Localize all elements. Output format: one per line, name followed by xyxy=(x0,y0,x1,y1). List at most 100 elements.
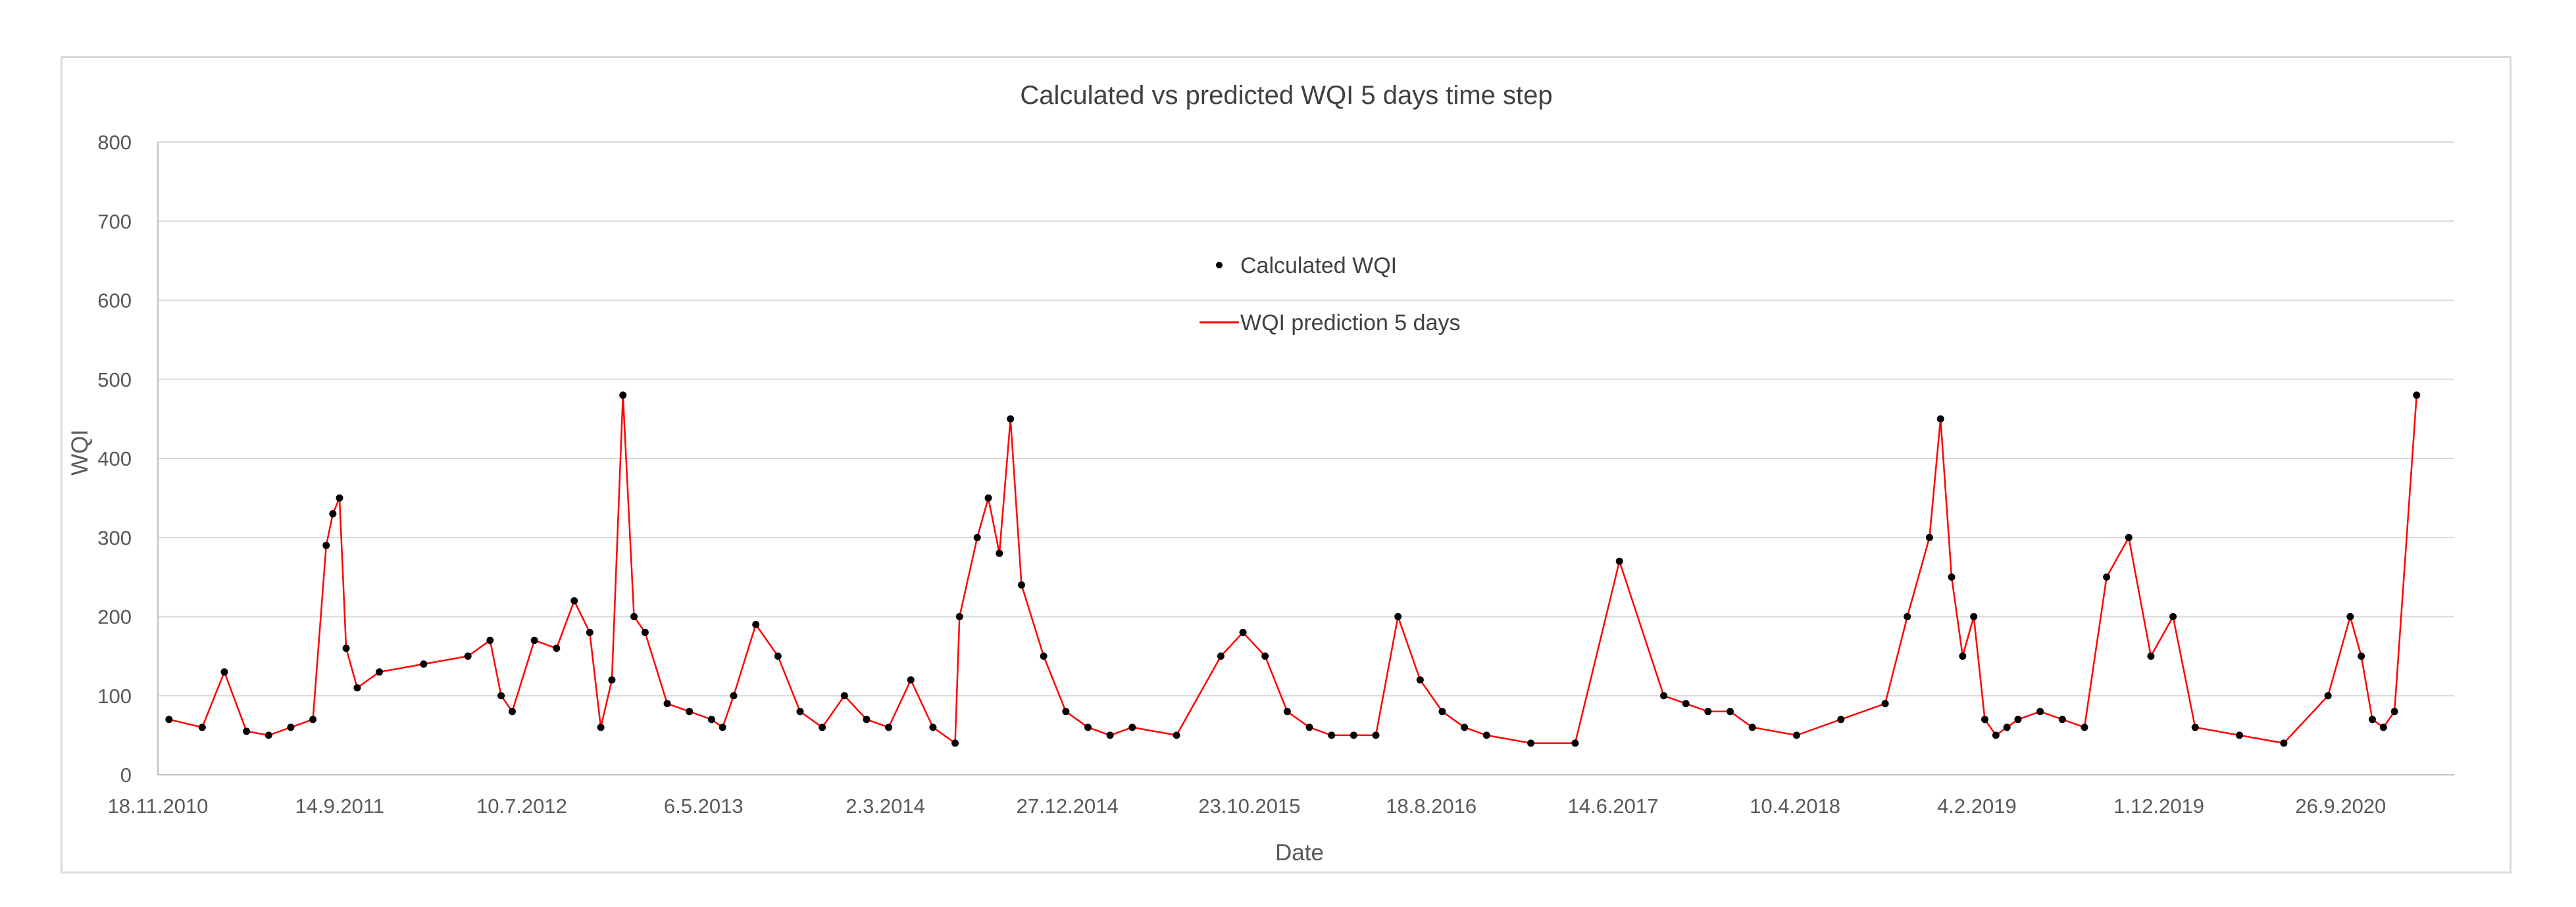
calculated-point-20 xyxy=(570,597,578,604)
calculated-point-16 xyxy=(497,692,505,700)
calculated-point-90 xyxy=(2081,723,2088,731)
x-tick-11: 1.12.2019 xyxy=(2113,795,2204,818)
x-tick-8: 14.6.2017 xyxy=(1567,795,1658,818)
calculated-point-1 xyxy=(198,723,206,731)
calculated-point-10 xyxy=(342,645,350,652)
y-tick-200: 200 xyxy=(97,606,132,629)
x-tick-2: 10.7.2012 xyxy=(476,795,567,818)
y-axis-label: WQI xyxy=(67,429,93,476)
calculated-point-42 xyxy=(955,613,963,620)
calculated-point-71 xyxy=(1682,700,1690,708)
calculated-point-89 xyxy=(2058,716,2066,723)
x-tick-6: 23.10.2015 xyxy=(1198,795,1300,818)
calculated-point-65 xyxy=(1461,723,1469,731)
calculated-point-56 xyxy=(1261,652,1269,660)
calculated-point-104 xyxy=(2413,391,2421,399)
calculated-point-9 xyxy=(336,494,343,502)
x-tick-9: 10.4.2018 xyxy=(1750,795,1840,818)
calculated-point-101 xyxy=(2368,716,2376,723)
calculated-point-11 xyxy=(353,684,361,692)
calculated-point-46 xyxy=(1007,415,1015,423)
calculated-point-60 xyxy=(1350,731,1357,739)
y-tick-300: 300 xyxy=(97,526,132,549)
calculated-point-96 xyxy=(2236,731,2244,739)
calculated-point-102 xyxy=(2379,723,2387,731)
calculated-point-94 xyxy=(2169,613,2177,620)
calculated-point-93 xyxy=(2147,652,2155,660)
calculated-point-18 xyxy=(530,637,538,645)
calculated-point-36 xyxy=(840,692,848,700)
calculated-series xyxy=(165,391,2421,747)
calculated-point-92 xyxy=(2125,533,2133,541)
calculated-point-80 xyxy=(1936,415,1944,423)
y-tick-labels: 0 100 200 300 400 500 600 700 800 xyxy=(97,131,132,787)
prediction-series xyxy=(168,395,2418,745)
calculated-point-72 xyxy=(1704,708,1712,716)
calculated-point-22 xyxy=(597,723,605,731)
calculated-point-21 xyxy=(586,629,593,637)
calculated-point-24 xyxy=(619,391,627,399)
calculated-point-87 xyxy=(2014,716,2022,723)
calculated-point-2 xyxy=(220,668,228,676)
calculated-point-54 xyxy=(1217,652,1225,660)
calculated-point-3 xyxy=(243,727,251,735)
y-tick-600: 600 xyxy=(97,289,132,312)
y-tick-500: 500 xyxy=(97,368,132,391)
wqi-chart: Calculated vs predicted WQI 5 days time … xyxy=(67,81,2454,866)
calculated-point-74 xyxy=(1748,723,1756,731)
calculated-point-57 xyxy=(1283,708,1291,716)
calculated-point-47 xyxy=(1018,581,1026,589)
calculated-point-84 xyxy=(1981,716,1989,723)
y-tick-100: 100 xyxy=(97,685,132,708)
calculated-point-66 xyxy=(1482,731,1490,739)
calculated-point-28 xyxy=(686,708,694,716)
calculated-point-8 xyxy=(329,510,337,518)
x-axis-label: Date xyxy=(1275,840,1324,866)
calculated-point-63 xyxy=(1416,676,1424,684)
calculated-point-32 xyxy=(752,621,760,629)
calculated-point-53 xyxy=(1173,731,1180,739)
x-tick-10: 4.2.2019 xyxy=(1937,795,2017,818)
calculated-point-98 xyxy=(2324,692,2332,700)
calculated-point-13 xyxy=(420,660,428,668)
calculated-point-75 xyxy=(1792,731,1800,739)
y-tick-800: 800 xyxy=(97,131,132,154)
calculated-point-44 xyxy=(984,494,992,502)
calculated-point-62 xyxy=(1394,613,1402,620)
calculated-point-55 xyxy=(1239,629,1247,637)
chart-title: Calculated vs predicted WQI 5 days time … xyxy=(1020,81,1552,110)
calculated-point-97 xyxy=(2280,739,2288,747)
y-tick-700: 700 xyxy=(97,210,132,233)
calculated-point-100 xyxy=(2358,652,2365,660)
x-tick-1: 14.9.2011 xyxy=(295,795,384,818)
calculated-point-76 xyxy=(1837,716,1845,723)
calculated-point-14 xyxy=(464,652,472,660)
chart-frame: Calculated vs predicted WQI 5 days time … xyxy=(61,56,2512,873)
calculated-point-17 xyxy=(508,708,516,716)
calculated-point-33 xyxy=(774,652,782,660)
calculated-point-15 xyxy=(486,637,494,645)
calculated-point-61 xyxy=(1372,731,1380,739)
calculated-point-83 xyxy=(1970,613,1978,620)
calculated-point-103 xyxy=(2390,708,2398,716)
legend: Calculated WQI WQI prediction 5 days xyxy=(1200,253,1460,335)
y-tick-400: 400 xyxy=(97,447,132,470)
calculated-point-85 xyxy=(1992,731,2000,739)
calculated-point-64 xyxy=(1438,708,1446,716)
calculated-point-88 xyxy=(2036,708,2044,716)
calculated-point-77 xyxy=(1881,700,1889,708)
x-tick-4: 2.3.2014 xyxy=(846,795,925,818)
calculated-point-51 xyxy=(1106,731,1114,739)
calculated-point-38 xyxy=(885,723,893,731)
calculated-point-29 xyxy=(707,716,715,723)
x-tick-5: 27.12.2014 xyxy=(1017,795,1119,818)
calculated-point-5 xyxy=(287,723,295,731)
calculated-point-69 xyxy=(1615,557,1623,565)
calculated-point-59 xyxy=(1328,731,1336,739)
x-tick-0: 18.11.2010 xyxy=(108,795,209,818)
calculated-point-43 xyxy=(973,533,981,541)
calculated-point-67 xyxy=(1527,739,1535,747)
calculated-point-27 xyxy=(663,700,671,708)
x-tick-3: 6.5.2013 xyxy=(664,795,744,818)
legend-label-prediction: WQI prediction 5 days xyxy=(1240,310,1460,335)
